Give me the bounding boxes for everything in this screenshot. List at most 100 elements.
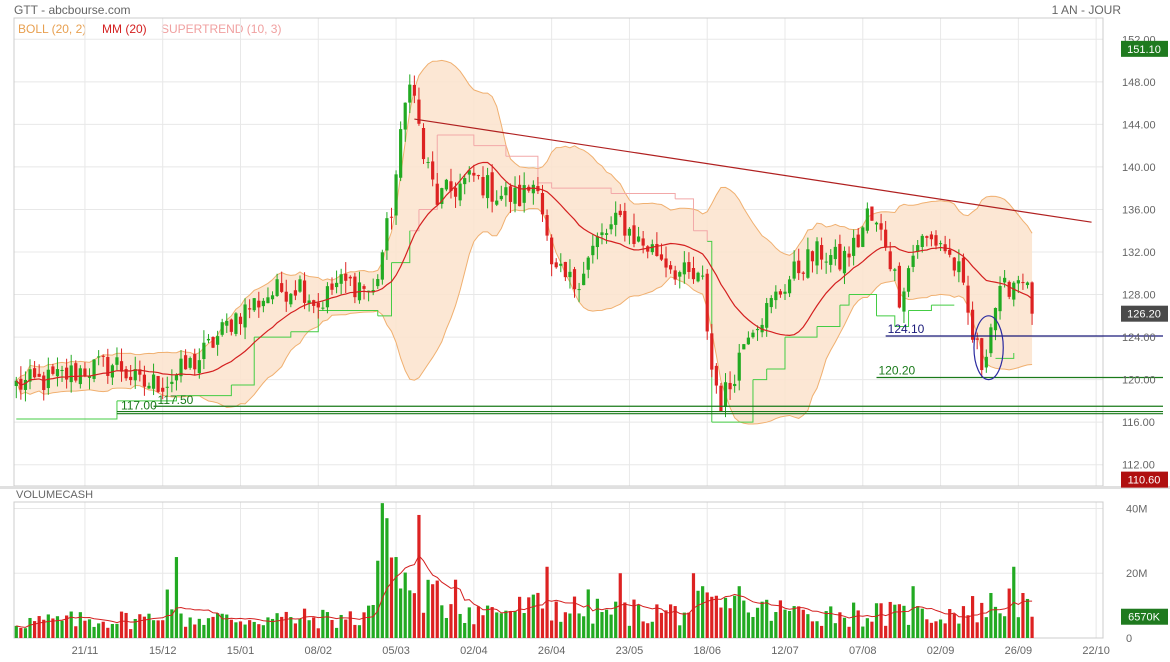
period-label[interactable]: 1 AN - JOUR [1051,3,1121,17]
volume-bar [783,609,787,638]
candle [385,212,389,260]
volume-bar [188,617,192,638]
support-line-label: 117.50 [158,393,194,407]
volume-bar [74,626,78,638]
candle [614,201,618,237]
supertrend-down [409,134,708,242]
volume-bar [815,621,819,638]
legend-mm[interactable]: MM (20) [102,22,147,36]
volume-bar [916,606,920,638]
candle-body [966,285,970,313]
candle-body [879,223,883,230]
candle [431,151,435,187]
volume-bar [929,622,934,638]
volume-bar [284,611,288,638]
volume-bar [518,596,522,638]
supertrend-up [16,230,1015,423]
candle [980,337,984,378]
candle [682,251,686,284]
candle-body [129,376,133,381]
candle-body [682,262,686,275]
volume-bar [453,579,458,638]
volume-bar [51,618,55,638]
volume-bar [760,601,764,638]
candle [316,293,320,319]
candle [879,213,883,241]
candle-body [298,279,302,292]
candle [696,271,700,283]
candle-body [540,193,545,215]
candle [838,234,842,272]
volume-bar [485,605,490,638]
candle [444,178,448,192]
candle-body [417,99,421,124]
candle [659,243,664,262]
candle-body [742,344,746,350]
candle [174,373,179,391]
candle-body [165,386,169,388]
candle [197,348,201,379]
candle [1016,275,1020,294]
candle [1025,281,1030,289]
candle-body [69,365,73,383]
candle [929,231,934,247]
candle-body [87,376,92,378]
candle [783,284,787,301]
level-label: 120.20 [879,364,916,378]
candle-body [206,338,211,341]
volume-bar [293,623,298,638]
candle [119,348,124,382]
candle [906,265,911,298]
candle [728,371,732,400]
candle-body [362,286,366,289]
volume-bar [595,598,599,638]
candle [673,265,677,285]
candle-body [403,102,407,130]
candle-body [266,297,270,304]
candle [655,232,659,257]
volume-bar [545,566,549,638]
volume-bar [920,608,924,638]
candle-body [572,269,577,290]
candle-body [678,272,682,277]
volume-panel-frame [13,501,1104,639]
candle [344,262,348,294]
candle [797,248,801,280]
candle [435,172,439,206]
candle [687,252,691,279]
volume-bar [1025,598,1030,638]
volume-bar [179,613,183,638]
x-tick-label: 02/09 [927,645,955,657]
legend-supertrend[interactable]: SUPERTREND (10, 3) [161,22,282,36]
volume-bar [527,597,531,638]
candle-body [28,369,32,382]
candle [92,358,96,383]
candle-body [55,369,60,377]
candle-body [970,309,975,340]
candle [65,358,69,389]
candle-body [897,265,901,308]
candle-body [339,274,343,284]
candle-body [719,385,723,411]
candle [746,331,750,345]
candle [23,371,28,402]
candle [179,350,183,383]
candle [408,74,412,114]
candle-body [1016,280,1020,284]
legend-boll[interactable]: BOLL (20, 2) [18,22,87,36]
price-badge-label: 126.20 [1127,309,1161,321]
volume-bar [394,557,398,638]
volume-bar [1007,588,1011,638]
candle-body [691,268,696,280]
candle-body [806,249,810,278]
candle-body [948,249,952,255]
price-y-tick-label: 128.00 [1122,290,1156,302]
candle [421,123,426,164]
candle-body [211,336,215,348]
candle [572,266,577,298]
candle-body [14,380,18,386]
candle-body [248,308,252,310]
volume-bar [893,604,897,638]
candle [856,227,860,248]
candle-body [463,178,467,185]
